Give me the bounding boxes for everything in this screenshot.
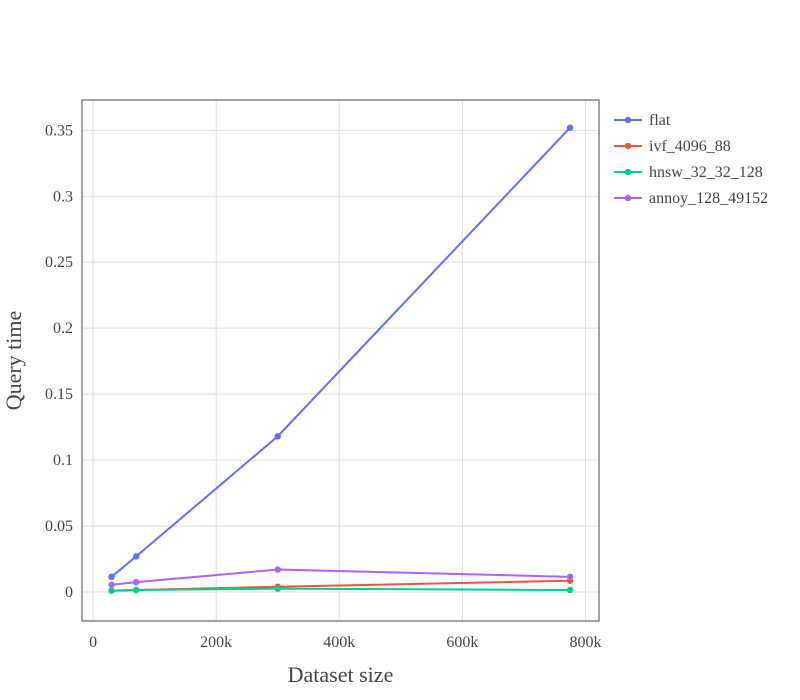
series-annoy_128_49152: [108, 566, 574, 588]
y-tick-label: 0.15: [45, 386, 73, 403]
legend-marker: [624, 194, 632, 202]
series-line: [110, 127, 571, 578]
grid: [82, 100, 599, 621]
series-hnsw_32_32_128: [108, 585, 574, 594]
y-tick-label: 0.05: [45, 518, 73, 535]
data-point[interactable]: [566, 586, 574, 594]
data-point[interactable]: [274, 585, 281, 592]
series-flat: [108, 124, 574, 581]
y-axis-title: Query time: [1, 311, 26, 411]
y-tick-label: 0.3: [53, 188, 73, 205]
legend-item[interactable]: flat: [614, 112, 671, 129]
x-tick-label: 200k: [200, 634, 232, 651]
data-point[interactable]: [108, 573, 115, 581]
y-tick-label: 0.35: [45, 122, 73, 139]
data-point[interactable]: [132, 586, 140, 594]
axis-ticks: 0 200k 400k 600k 800k 0 0.05 0.1 0.15 0.2 0.25 0.3 0…: [45, 122, 601, 651]
y-tick-label: 0.1: [53, 452, 73, 469]
legend-marker: [624, 116, 632, 124]
data-point[interactable]: [132, 578, 140, 586]
y-tick-label: 0.25: [45, 254, 73, 271]
legend-label: flat: [649, 112, 671, 129]
data-point[interactable]: [566, 124, 574, 131]
legend-item[interactable]: hnsw_32_32_128: [614, 164, 763, 181]
data-point[interactable]: [108, 587, 115, 594]
x-tick-label: 600k: [446, 634, 478, 651]
data-point[interactable]: [108, 581, 115, 588]
legend-item[interactable]: annoy_128_49152: [614, 190, 768, 207]
data-point[interactable]: [274, 566, 281, 573]
x-tick-label: 400k: [323, 634, 355, 651]
legend-label: hnsw_32_32_128: [649, 164, 763, 181]
legend-label: annoy_128_49152: [649, 190, 768, 207]
data-point[interactable]: [274, 433, 281, 440]
legend[interactable]: flat ivf_4096_88 hnsw_32_32_128 annoy_128_4…: [614, 112, 768, 207]
series-line: [111, 568, 571, 586]
plot-area-frame: [81, 99, 600, 622]
y-tick-label: 0.2: [53, 320, 73, 337]
series-layer: [108, 124, 574, 594]
data-point[interactable]: [566, 573, 574, 581]
x-axis-title: Dataset size: [288, 662, 394, 687]
legend-marker: [624, 168, 632, 176]
data-point[interactable]: [132, 553, 140, 560]
legend-label: ivf_4096_88: [649, 138, 731, 155]
x-tick-label: 0: [89, 634, 97, 651]
legend-marker: [624, 142, 632, 150]
legend-item[interactable]: ivf_4096_88: [614, 138, 731, 155]
x-tick-label: 800k: [569, 634, 601, 651]
y-tick-label: 0: [65, 584, 73, 601]
series-line: [111, 587, 571, 592]
